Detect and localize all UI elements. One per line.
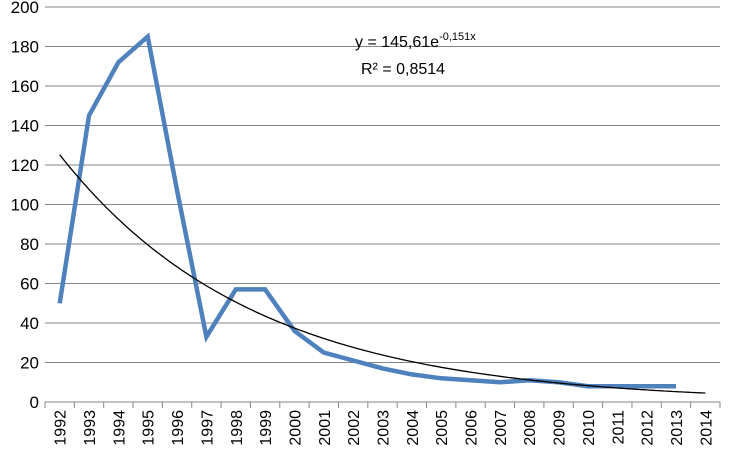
y-tick-label-180: 180 — [11, 38, 39, 57]
x-tick-label-1995: 1995 — [141, 410, 158, 446]
equation-base: y = 145,61e — [355, 34, 439, 51]
x-tick-label-1992: 1992 — [53, 410, 70, 446]
trendline-equation: y = 145,61e-0,151x — [355, 31, 476, 51]
y-tick-label-0: 0 — [30, 393, 39, 412]
x-tick-label-2008: 2008 — [522, 410, 539, 446]
grid-lines — [45, 6, 720, 363]
r-squared-label: R² = 0,8514 — [361, 61, 445, 78]
x-tick-label-1994: 1994 — [111, 410, 128, 446]
x-tick-label-1999: 1999 — [258, 410, 275, 446]
x-tick-label-1996: 1996 — [170, 410, 187, 446]
x-tick-label-2006: 2006 — [464, 410, 481, 446]
x-tick-label-2007: 2007 — [493, 410, 510, 446]
x-tick-label-2012: 2012 — [640, 410, 657, 446]
x-tick-label-1998: 1998 — [229, 410, 246, 446]
x-tick-label-2000: 2000 — [287, 410, 304, 446]
y-tick-label-160: 160 — [11, 77, 39, 96]
equation-exponent: -0,151x — [439, 31, 476, 43]
x-tick-label-2002: 2002 — [346, 410, 363, 446]
y-tick-label-60: 60 — [20, 275, 39, 294]
x-tick-label-2005: 2005 — [434, 410, 451, 446]
x-tick-label-2009: 2009 — [552, 410, 569, 446]
trendline — [59, 154, 706, 394]
series-layer — [57, 32, 677, 389]
y-axis-ticks: 0 20 40 60 80 100 120 140 160 180 200 — [11, 0, 39, 412]
x-tick-label-1993: 1993 — [82, 410, 99, 446]
y-tick-label-20: 20 — [20, 354, 39, 373]
x-tick-label-2001: 2001 — [317, 410, 334, 446]
x-tick-label-2004: 2004 — [405, 410, 422, 446]
x-tick-label-2003: 2003 — [376, 410, 393, 446]
y-tick-label-100: 100 — [11, 196, 39, 215]
x-tick-label-2011: 2011 — [610, 410, 627, 445]
x-tick-label-2014: 2014 — [698, 410, 715, 446]
y-tick-label-120: 120 — [11, 156, 39, 175]
x-axis-ticks: 1992 1993 1994 1995 1996 1997 1998 1999 2000 2001… — [44, 402, 721, 446]
x-tick-label-2013: 2013 — [669, 410, 686, 446]
x-tick-label-2010: 2010 — [581, 410, 598, 446]
y-tick-label-200: 200 — [11, 0, 39, 17]
y-tick-label-40: 40 — [20, 314, 39, 333]
x-tick-label-1997: 1997 — [199, 410, 216, 446]
series-line-data — [57, 32, 676, 389]
y-tick-label-80: 80 — [20, 235, 39, 254]
y-tick-label-140: 140 — [11, 117, 39, 136]
